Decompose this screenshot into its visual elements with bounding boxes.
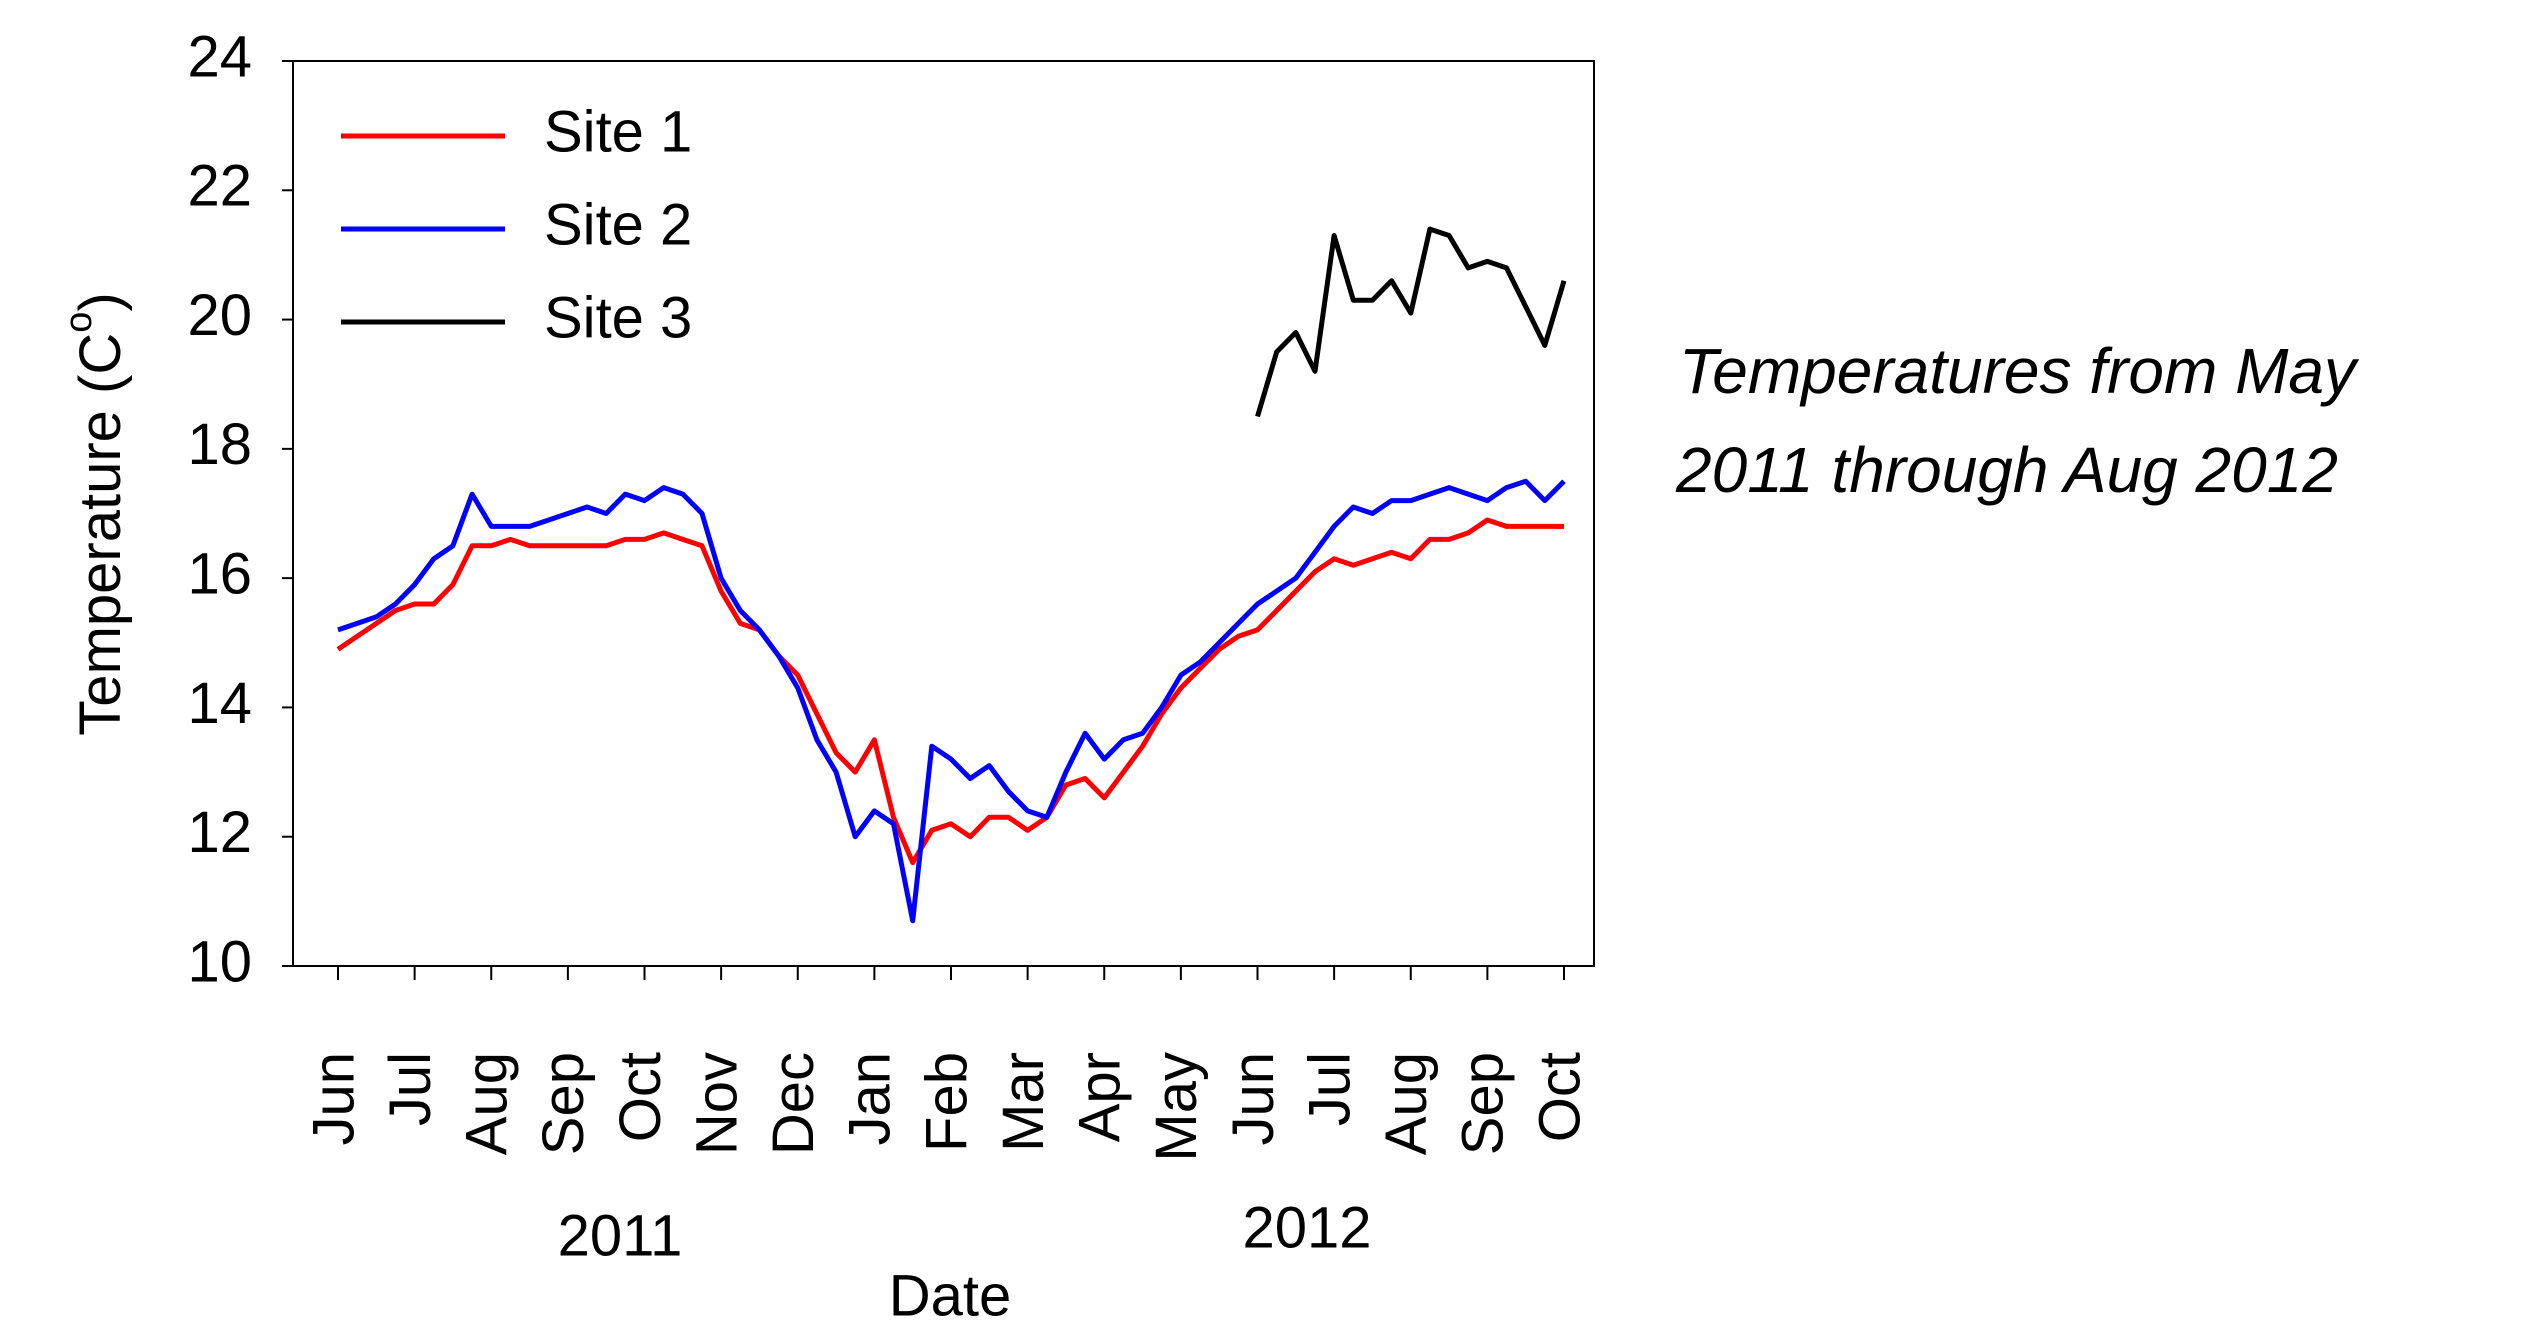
x-tick-label: Oct	[608, 1052, 673, 1142]
x-tick-label: Oct	[1527, 1052, 1592, 1142]
x-tick-label: Apr	[1068, 1052, 1133, 1142]
y-tick-label: 24	[187, 24, 252, 89]
x-tick-label: Mar	[991, 1052, 1056, 1152]
x-tick-label: Jul	[1297, 1052, 1362, 1126]
legend-label: Site 1	[544, 99, 692, 164]
y-tick-label: 18	[187, 412, 252, 477]
y-tick-label: 16	[187, 541, 252, 606]
annotation: 2011 through Aug 2012	[1675, 434, 2338, 506]
x-tick-label: Feb	[914, 1052, 979, 1152]
x-tick-label: Nov	[684, 1052, 749, 1155]
x-tick-label: Dec	[761, 1052, 826, 1155]
y-axis-title-close: )	[68, 292, 133, 311]
y-tick-label: 20	[187, 283, 252, 348]
y-axis-title: Temperature (Co)	[58, 292, 133, 735]
x-tick-label: May	[1144, 1052, 1209, 1162]
annotation: Temperatures from May	[1679, 335, 2360, 407]
series-line	[337, 478, 1566, 924]
x-tick-label: Sep	[531, 1052, 596, 1155]
x-tick-label: Aug	[1374, 1052, 1439, 1155]
y-tick-label: 14	[187, 671, 252, 736]
x-tick-label: Aug	[455, 1052, 520, 1155]
plot-frame	[292, 60, 1595, 967]
series-line	[1255, 226, 1567, 418]
x-axis-title: Date	[889, 1263, 1012, 1328]
legend-label: Site 2	[544, 192, 692, 257]
y-tick-label: 10	[187, 929, 252, 994]
x-tick-label: Jun	[1221, 1052, 1286, 1146]
legend-label: Site 3	[544, 285, 692, 350]
x-tick-label: Sep	[1451, 1052, 1516, 1155]
y-tick-label: 12	[187, 800, 252, 865]
series-line	[336, 517, 1564, 866]
x-tick-label: Jun	[301, 1052, 366, 1146]
x-tick-label: Jul	[378, 1052, 443, 1126]
y-axis-title-sup: o	[58, 312, 100, 333]
year-label: 2012	[1242, 1195, 1371, 1260]
year-label: 2011	[558, 1203, 683, 1268]
y-tick-label: 22	[187, 154, 252, 219]
x-tick-label: Jan	[838, 1052, 903, 1146]
y-axis-title-text: Temperature (C	[68, 333, 133, 736]
